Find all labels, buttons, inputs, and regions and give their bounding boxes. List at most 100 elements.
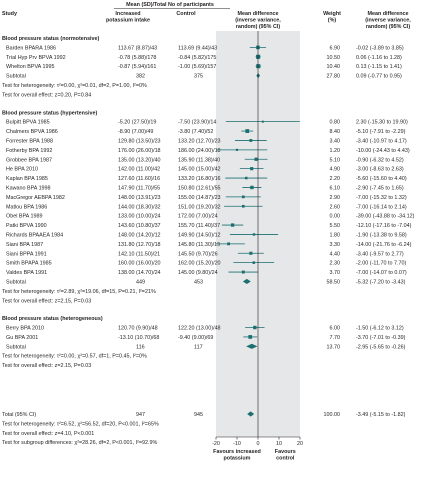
study-name: Smith BPAPA 1985	[6, 261, 52, 267]
subtotal-ci: -2.95 (-5.65 to -0.26)	[356, 344, 406, 350]
study-ctrl: 145.00 (9.80)/24	[178, 270, 218, 276]
study-ci: -5.60 (-15.60 to 4.40)	[356, 176, 407, 182]
study-marker	[253, 325, 257, 330]
x-tick-label: 0	[257, 441, 260, 447]
subtotal-label: Subtotal	[6, 74, 26, 80]
study-weight: 8.40	[330, 129, 341, 135]
study-marker	[261, 120, 264, 123]
study-ctrl: 162.00 (15.20)/20	[178, 261, 221, 267]
study-name: He BPA 2010	[6, 167, 38, 173]
x-tick-label: -20	[212, 441, 220, 447]
subtotal-weight: 58.50	[327, 279, 341, 285]
study-ctrl: 151.00 (19.20)/32	[178, 204, 221, 210]
total-ctrl-n: 945	[194, 412, 203, 418]
study-weight: 2.30	[330, 261, 341, 267]
study-weight: 0.80	[330, 120, 341, 126]
study-weight: 3.30	[330, 242, 341, 248]
study-name: Trial Hyp Prv BPVA 1992	[6, 55, 66, 61]
study-ci: -7.00 (-16.14 to 2.14)	[356, 204, 407, 210]
footer-test: Test for subgroup differences: χ²=28.26,…	[2, 440, 157, 446]
study-ci: -3.00 (-8.63 to 2.63)	[356, 167, 404, 173]
study-ctrl: 149.90 (14.50)/12	[178, 232, 221, 238]
study-ctrl: 133.20 (12.70)/23	[178, 138, 221, 144]
study-marker	[249, 251, 253, 255]
total-weight: 100.00	[324, 412, 341, 418]
study-weight: 3.70	[330, 270, 341, 276]
study-ci: -1.90 (-13.38 to 9.58)	[356, 232, 407, 238]
study-exp: 148.00 (14.20)/12	[118, 232, 161, 238]
header-exp: Increased potassium intake	[106, 11, 150, 24]
study-weight: 4.90	[330, 167, 341, 173]
study-exp: 135.00 (13.20)/40	[118, 157, 161, 163]
study-ci: -3.70 (-7.01 to -0.39)	[356, 335, 406, 341]
x-tick-label: 10	[276, 441, 282, 447]
study-ci: -1.50 (-6.12 to 3.12)	[356, 326, 404, 332]
total-exp-n: 947	[136, 412, 145, 418]
study-weight: 2.20	[330, 176, 341, 182]
study-ci: -7.00 (-14.07 to 0.07)	[356, 270, 407, 276]
study-name: Grobbee BPA 1987	[6, 157, 52, 163]
overall-effect-test: Test for overall effect: z=2.15, P=0.03	[2, 298, 91, 304]
study-weight: 1.80	[330, 232, 341, 238]
favours-left-label: Favours increased potassium	[213, 449, 261, 462]
study-exp: 148.00 (13.91)/23	[118, 195, 161, 201]
study-name: Richards BPAAEA 1984	[6, 232, 63, 238]
study-exp: 113.67 (8.87)/43	[118, 45, 157, 51]
study-marker	[250, 185, 254, 190]
study-ci: -0.90 (-6.32 to 4.52)	[356, 157, 404, 163]
subtotal-weight: 13.70	[327, 344, 341, 350]
subtotal-diamond	[246, 343, 258, 349]
study-ci: -14.00 (-21.76 to -6.24)	[356, 242, 412, 248]
study-weight: 5.50	[330, 223, 341, 229]
study-ctrl: 155.00 (14.87)/23	[178, 195, 221, 201]
study-weight: 5.10	[330, 157, 341, 163]
study-name: Siani BPPA 1991	[6, 251, 47, 257]
study-marker	[252, 261, 256, 264]
study-weight: 10.40	[327, 64, 341, 70]
study-ctrl: -1.00 (5.69)/157	[178, 64, 216, 70]
footer-test: Test for overall effect: z=4.10, P<0.001	[2, 431, 94, 437]
study-ctrl: 145.50 (9.70)/26	[178, 251, 218, 257]
subtotal-ctrl-n: 453	[194, 279, 203, 285]
study-ctrl: -9.40 (9.00)/69	[178, 335, 213, 341]
study-ci: -7.00 (-15.32 to 1.32)	[356, 195, 407, 201]
header-md-ci: Mean difference (inverse variance, random)…	[365, 11, 411, 30]
total-ci: -3.49 (-5.15 to -1.82)	[356, 412, 406, 418]
subtotal-exp-n: 449	[136, 279, 145, 285]
study-ci: 0.06 (-1.16 to 1.28)	[356, 55, 402, 61]
study-name: Patki BPVA 1990	[6, 223, 47, 229]
study-marker	[241, 195, 245, 199]
study-exp: 131.80 (12.70)/18	[118, 242, 161, 248]
study-exp: 142.10 (11.50)/21	[118, 251, 160, 257]
study-marker	[248, 335, 253, 339]
study-weight: 3.40	[330, 138, 341, 144]
study-marker	[244, 176, 248, 180]
study-exp: 160.00 (16.00)/20	[118, 261, 161, 267]
total-diamond	[247, 411, 255, 417]
study-marker	[241, 204, 245, 208]
study-ci: -12.10 (-17.16 to -7.04)	[356, 223, 412, 229]
header-weight: Weight (%)	[323, 11, 341, 24]
study-ctrl: -7.50 (23.90)/14	[178, 120, 216, 126]
study-exp: 142.00 (11.00)/42	[118, 167, 160, 173]
study-marker	[227, 242, 231, 246]
study-exp: -5.20 (27.50)/19	[118, 120, 156, 126]
subtotal-exp-n: 382	[136, 74, 145, 80]
study-weight: 0.00	[330, 214, 341, 220]
study-ctrl: 186.00 (24.00)/18	[178, 148, 221, 154]
study-name: Obel BPA 1989	[6, 214, 42, 220]
study-exp: 120.70 (9.90)/48	[118, 326, 158, 332]
subtotal-exp-n: 116	[136, 344, 145, 350]
study-ci: -3.40 (-9.57 to 2.77)	[356, 251, 404, 257]
study-marker	[249, 139, 253, 142]
study-ctrl: 155.70 (11.40)/37	[178, 223, 220, 229]
study-ci: -10.00 (-24.43 to 4.43)	[356, 148, 410, 154]
study-exp: -8.90 (7.00)/49	[118, 129, 153, 135]
study-ctrl: -0.84 (5.82)/175	[178, 55, 216, 61]
study-name: Matlou BPA 1986	[6, 204, 47, 210]
study-marker	[241, 270, 245, 274]
study-weight: 2.90	[330, 195, 341, 201]
study-name: Kawano BPA 1998	[6, 185, 51, 191]
study-exp: 129.80 (13.50)/23	[118, 138, 161, 144]
